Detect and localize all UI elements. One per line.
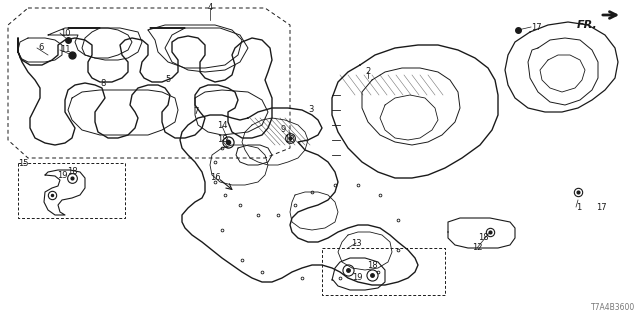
Text: 9: 9 xyxy=(280,125,285,134)
Text: 17: 17 xyxy=(596,203,607,212)
Text: 18: 18 xyxy=(284,135,294,145)
Text: 7: 7 xyxy=(193,108,198,116)
Text: FR.: FR. xyxy=(577,20,598,30)
Text: 18: 18 xyxy=(67,167,77,177)
Text: 3: 3 xyxy=(308,106,314,115)
Text: 10: 10 xyxy=(60,28,70,37)
Text: T7A4B3600: T7A4B3600 xyxy=(591,303,635,312)
Text: 12: 12 xyxy=(472,244,483,252)
Text: 18: 18 xyxy=(477,233,488,242)
Text: 6: 6 xyxy=(38,44,44,52)
Text: 13: 13 xyxy=(351,238,362,247)
Text: 1: 1 xyxy=(576,203,581,212)
Text: 4: 4 xyxy=(207,4,212,12)
Text: 15: 15 xyxy=(18,158,29,167)
Text: 19: 19 xyxy=(352,274,362,283)
Text: 17: 17 xyxy=(531,22,541,31)
Text: 16: 16 xyxy=(210,173,221,182)
Text: 14: 14 xyxy=(217,122,227,131)
Text: 18: 18 xyxy=(217,135,227,145)
Text: 18: 18 xyxy=(367,260,378,269)
Text: 11: 11 xyxy=(60,45,70,54)
Text: 5: 5 xyxy=(165,76,170,84)
Text: 8: 8 xyxy=(100,78,106,87)
Text: 19: 19 xyxy=(57,171,67,180)
Text: 2: 2 xyxy=(365,68,371,76)
